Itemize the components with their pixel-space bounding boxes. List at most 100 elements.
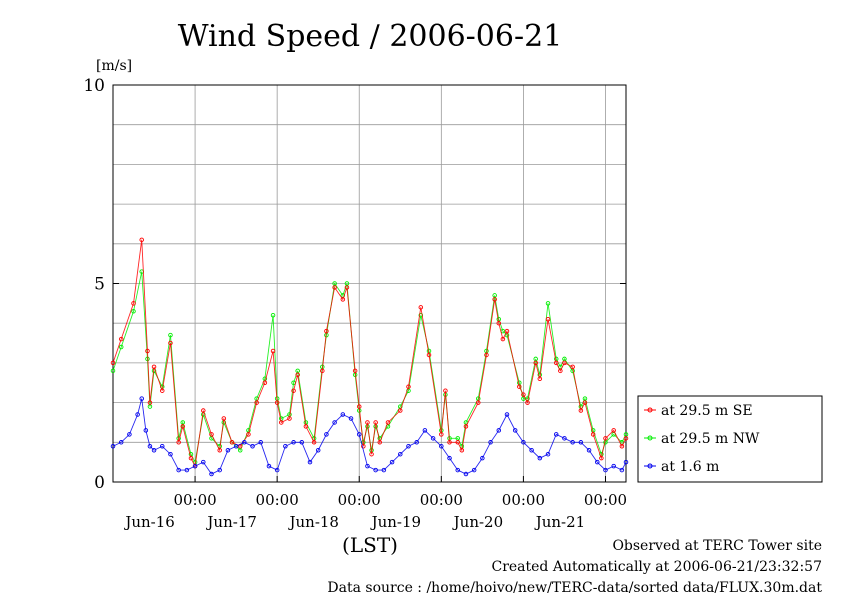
data-point xyxy=(110,368,116,374)
data-point xyxy=(270,348,276,354)
data-point xyxy=(553,432,559,437)
legend-marker xyxy=(647,407,653,413)
data-point xyxy=(356,404,362,409)
series-2 xyxy=(110,396,629,477)
data-point xyxy=(500,336,506,342)
data-point xyxy=(118,440,124,445)
data-point xyxy=(373,467,378,473)
data-point xyxy=(385,420,391,425)
data-point xyxy=(562,436,567,441)
data-point xyxy=(143,428,149,433)
footer-created: Created Automatically at 2006-06-21/23:3… xyxy=(491,559,822,575)
data-point xyxy=(233,444,239,449)
data-point xyxy=(291,440,296,445)
data-point xyxy=(595,459,600,465)
data-point xyxy=(340,297,346,302)
x-axis-ticks: 00:00 Jun-16 00:00 Jun-17 00:00 Jun-18 00:00 Ju… xyxy=(123,476,627,531)
data-point xyxy=(406,384,411,389)
y-tick-label: 5 xyxy=(94,275,105,295)
x-tick-date: Jun-20 xyxy=(452,513,504,531)
data-point xyxy=(291,388,296,393)
data-point xyxy=(320,368,325,374)
x-tick-date: Jun-19 xyxy=(370,513,422,531)
data-point xyxy=(266,463,272,469)
data-point xyxy=(496,428,502,433)
footer-observed: Observed at TERC Tower site xyxy=(612,538,822,554)
data-point xyxy=(192,463,198,469)
data-point xyxy=(145,348,150,354)
data-point xyxy=(365,420,370,425)
data-point xyxy=(201,459,206,465)
data-point xyxy=(430,436,436,441)
x-tick-time: 00:00 xyxy=(584,491,627,509)
legend-box xyxy=(637,395,823,483)
data-point xyxy=(389,459,395,465)
data-point xyxy=(180,424,186,429)
data-point xyxy=(131,301,136,306)
data-point xyxy=(242,440,247,445)
data-point xyxy=(476,400,481,405)
data-point xyxy=(324,432,329,437)
data-point xyxy=(221,416,227,421)
data-point xyxy=(262,380,268,386)
data-point xyxy=(352,368,358,374)
data-point xyxy=(455,467,460,473)
data-point xyxy=(599,455,604,461)
series-layer xyxy=(110,237,629,477)
data-point xyxy=(463,471,469,477)
data-point xyxy=(159,388,165,393)
data-point xyxy=(611,463,616,469)
data-point xyxy=(356,432,362,437)
data-point xyxy=(447,455,452,461)
data-point xyxy=(139,237,144,243)
data-point xyxy=(188,455,194,461)
data-point xyxy=(209,432,214,437)
data-point xyxy=(274,467,280,473)
data-point xyxy=(570,364,575,370)
series-line xyxy=(112,239,627,468)
data-point xyxy=(562,360,567,366)
data-point xyxy=(118,344,124,350)
data-point xyxy=(217,467,222,473)
data-point xyxy=(365,463,370,469)
data-point xyxy=(553,360,559,366)
data-point xyxy=(504,328,510,334)
data-point xyxy=(488,440,493,445)
x-axis-label: (LST) xyxy=(342,533,398,557)
data-point xyxy=(480,455,485,461)
data-point xyxy=(398,408,403,413)
legend-marker xyxy=(647,463,653,469)
x-tick-time: 00:00 xyxy=(502,491,545,509)
data-point xyxy=(484,352,489,358)
data-point xyxy=(426,352,432,358)
data-point xyxy=(504,412,510,417)
data-point xyxy=(439,432,444,437)
x-tick-time: 00:00 xyxy=(338,491,381,509)
data-point xyxy=(471,467,477,473)
data-point xyxy=(459,447,465,453)
y-tick-label: 0 xyxy=(94,473,105,493)
data-point xyxy=(151,447,157,453)
legend-label: at 29.5 m SE xyxy=(661,403,753,419)
x-tick-time: 00:00 xyxy=(173,491,216,509)
data-point xyxy=(217,447,222,453)
data-point xyxy=(127,432,132,437)
data-point xyxy=(287,416,292,421)
data-point xyxy=(611,428,616,433)
data-point xyxy=(303,424,309,429)
data-point xyxy=(398,451,403,457)
data-point xyxy=(463,424,469,429)
data-point xyxy=(340,412,346,417)
data-point xyxy=(361,444,366,449)
data-point xyxy=(168,332,173,338)
data-point xyxy=(545,301,551,306)
data-point xyxy=(512,428,518,433)
data-point xyxy=(324,328,329,334)
data-point xyxy=(496,320,502,326)
data-point xyxy=(283,444,288,449)
x-tick-date: Jun-16 xyxy=(123,513,175,531)
data-point xyxy=(168,451,173,457)
data-point xyxy=(348,416,354,421)
legend-marker xyxy=(647,435,653,441)
